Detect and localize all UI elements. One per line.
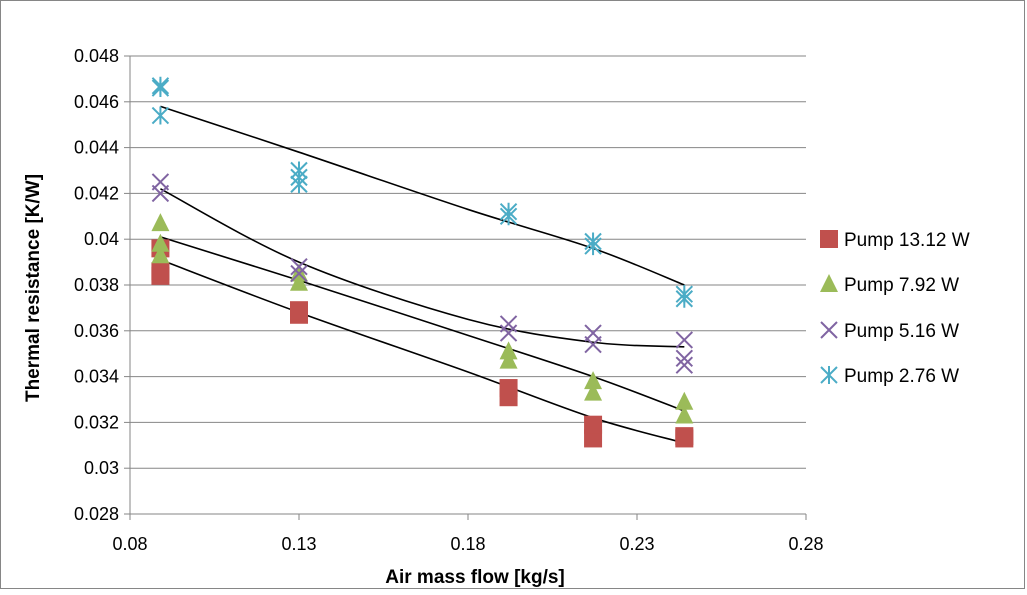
data-point (675, 391, 694, 410)
data-point (499, 379, 518, 398)
y-tick-label: 0.044 (74, 138, 119, 158)
y-tick-label: 0.048 (74, 46, 119, 66)
data-point (675, 349, 694, 367)
data-point (499, 324, 518, 342)
data-point (499, 315, 518, 333)
trendline (160, 188, 685, 348)
legend-marker (820, 230, 838, 248)
data-point (151, 79, 170, 98)
legend-label: Pump 2.76 W (844, 366, 959, 387)
y-tick-label: 0.046 (74, 92, 119, 112)
trendline (160, 259, 685, 444)
data-point (675, 289, 694, 308)
y-tick-label: 0.036 (74, 321, 119, 341)
data-point (584, 415, 603, 434)
legend-marker (820, 321, 838, 339)
y-tick-label: 0.03 (84, 458, 119, 478)
data-point (499, 207, 518, 226)
x-tick-label: 0.08 (112, 534, 147, 554)
trendline (160, 105, 685, 286)
data-point (151, 106, 170, 125)
y-axis-title: Thermal resistance [K/W] (23, 174, 44, 402)
axes: 0.028 0.03 0.032 0.034 0.036 0.038 0.04 0.042 0.… (74, 46, 824, 554)
y-tick-label: 0.04 (84, 229, 119, 249)
data-point (584, 371, 603, 390)
legend-marker (820, 366, 838, 384)
data-point (584, 237, 602, 256)
data-point (675, 356, 694, 374)
y-tick-label: 0.032 (74, 412, 119, 432)
data-point (290, 264, 308, 283)
gridlines (130, 55, 806, 469)
data-point (151, 245, 170, 264)
legend-label: Pump 5.16 W (844, 321, 959, 342)
data-point (499, 350, 518, 369)
data-point (675, 427, 694, 446)
legend-marker (820, 274, 838, 292)
data-points (151, 76, 694, 448)
data-point (675, 405, 694, 424)
data-point (290, 272, 308, 291)
legend-label: Pump 7.92 W (844, 275, 959, 296)
x-tick-label: 0.28 (788, 534, 823, 554)
y-tick-label: 0.028 (74, 504, 119, 524)
trendline (160, 236, 685, 412)
data-point (584, 429, 603, 448)
data-point (290, 175, 308, 194)
data-point (584, 335, 602, 354)
legend-label: Pump 13.12 W (844, 230, 970, 251)
y-tick-label: 0.038 (74, 275, 119, 295)
x-tick-label: 0.13 (281, 534, 316, 554)
data-point (151, 233, 170, 252)
data-point (290, 301, 308, 320)
data-point (675, 331, 694, 349)
data-point (499, 341, 518, 360)
data-point (151, 262, 170, 281)
trendlines (160, 105, 685, 444)
data-point (151, 213, 170, 232)
y-tick-label: 0.042 (74, 183, 119, 203)
x-axis-title: Air mass flow [kg/s] (385, 567, 565, 588)
data-point (151, 184, 170, 203)
x-tick-label: 0.23 (619, 534, 654, 554)
x-tick-label: 0.18 (450, 534, 485, 554)
y-tick-label: 0.034 (74, 367, 119, 387)
data-point (290, 257, 308, 276)
legend: Pump 13.12 W Pump 7.92 W Pump 5.16 W Pump 2… (820, 230, 970, 387)
data-point (584, 382, 603, 401)
